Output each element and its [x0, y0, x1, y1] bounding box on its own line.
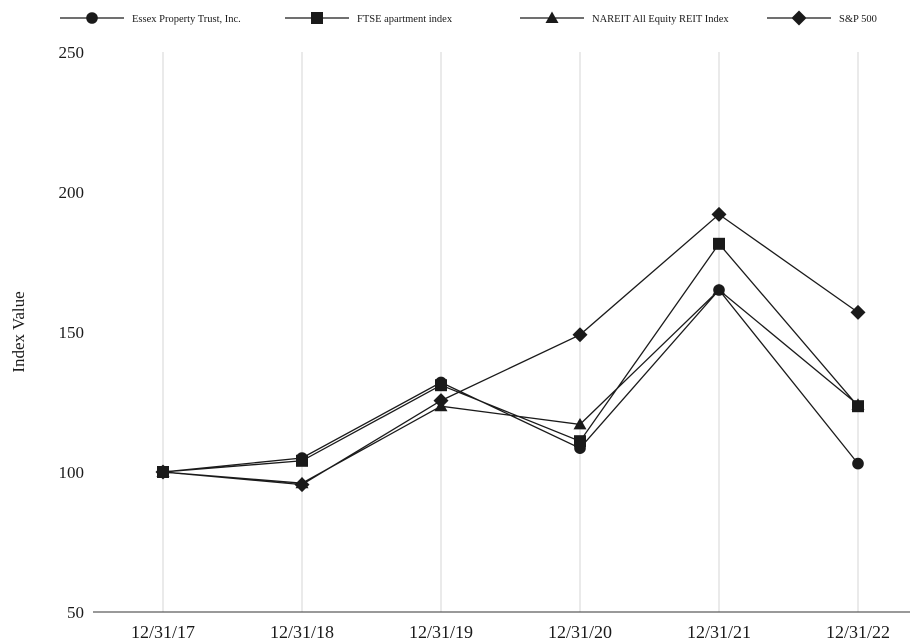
series-group	[155, 206, 866, 493]
legend-label: NAREIT All Equity REIT Index	[592, 14, 729, 25]
y-axis-ticks: 50 100 150 200 250	[59, 43, 85, 622]
data-point-square	[574, 435, 586, 448]
x-tick-label: 12/31/19	[409, 622, 473, 642]
legend-label: Essex Property Trust, Inc.	[132, 14, 241, 25]
series-line-nareit-all-equity-reit-index	[162, 289, 859, 484]
x-tick-label: 12/31/20	[548, 622, 612, 642]
x-tick-label: 12/31/22	[826, 622, 890, 642]
data-point-triangle	[573, 417, 587, 430]
legend-label: FTSE apartment index	[357, 14, 453, 25]
series-line-ftse-apartment-index	[162, 242, 859, 473]
data-point-square	[713, 237, 725, 250]
legend-marker-circle	[86, 12, 98, 24]
series-essex-property-trust-inc	[157, 284, 864, 478]
series-sandp-500	[155, 206, 866, 493]
y-tick-label: 100	[59, 463, 85, 482]
data-point-square	[435, 379, 447, 392]
y-tick-label: 150	[59, 323, 85, 342]
series-line-sandp-500	[162, 213, 859, 486]
legend: Essex Property Trust, Inc. FTSE apartment…	[60, 10, 877, 26]
x-axis-ticks: 12/31/17 12/31/18 12/31/19 12/31/20 12/31/21…	[131, 622, 890, 642]
data-point-diamond	[572, 327, 588, 343]
x-tick-label: 12/31/17	[131, 622, 195, 642]
legend-item: FTSE apartment index	[285, 12, 453, 25]
series-nareit-all-equity-reit-index	[156, 283, 865, 489]
data-point-diamond	[155, 464, 171, 480]
x-tick-label: 12/31/21	[687, 622, 751, 642]
series-ftse-apartment-index	[157, 237, 864, 478]
data-point-triangle	[712, 283, 726, 295]
data-point-diamond	[711, 206, 727, 222]
legend-label: S&P 500	[839, 14, 877, 25]
legend-item: Essex Property Trust, Inc.	[60, 12, 241, 25]
data-point-diamond	[433, 393, 449, 409]
y-tick-label: 50	[67, 603, 84, 622]
series-line-essex-property-trust-inc	[162, 288, 859, 473]
data-point-triangle	[851, 398, 865, 410]
data-point-circle	[852, 457, 864, 470]
data-point-diamond	[850, 304, 866, 320]
data-point-square	[296, 454, 308, 467]
y-axis-title: Index Value	[9, 291, 28, 372]
x-tick-label: 12/31/18	[270, 622, 334, 642]
legend-item: NAREIT All Equity REIT Index	[520, 11, 729, 25]
y-tick-label: 250	[59, 43, 85, 62]
legend-marker-square	[311, 12, 323, 24]
legend-item: S&P 500	[767, 10, 877, 26]
data-point-diamond	[294, 477, 310, 493]
legend-marker-triangle	[545, 11, 559, 23]
y-tick-label: 200	[59, 183, 85, 202]
vertical-gridlines	[162, 52, 859, 612]
legend-marker-diamond	[791, 10, 807, 26]
